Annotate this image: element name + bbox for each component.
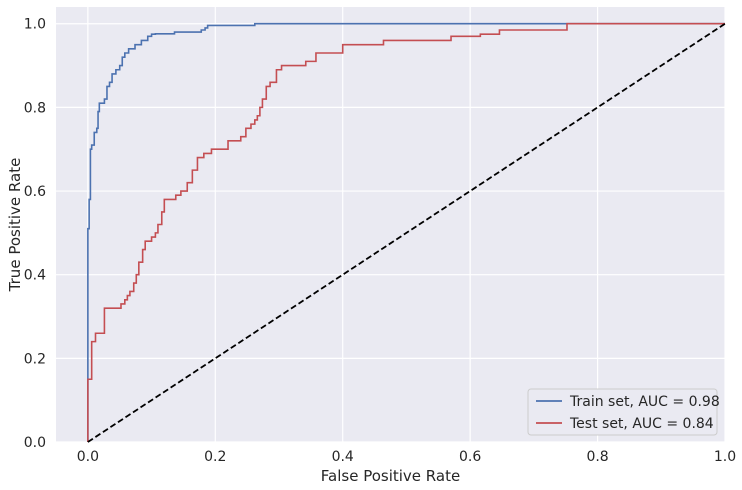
y-tick-label: 1.0 <box>24 17 46 33</box>
legend-label-train: Train set, AUC = 0.98 <box>569 394 720 410</box>
x-tick-label: 1.0 <box>714 449 736 465</box>
x-tick-label: 0.2 <box>204 449 226 465</box>
y-tick-label: 0.6 <box>24 184 46 200</box>
y-tick-label: 0.4 <box>24 268 46 284</box>
legend-box <box>527 388 718 436</box>
train-roc-curve <box>87 22 725 442</box>
grid <box>56 7 726 443</box>
tick-labels: 0.0 0.2 0.4 0.6 0.8 1.0 0.0 0.2 0.4 0.6 0.8 1.0 <box>24 17 736 465</box>
x-tick-label: 0.6 <box>459 449 481 465</box>
series-lines <box>87 22 726 443</box>
x-axis-label: False Positive Rate <box>321 467 460 485</box>
plot-background <box>56 7 725 442</box>
y-tick-label: 0.8 <box>24 100 46 116</box>
x-tick-label: 0.4 <box>332 449 354 465</box>
y-tick-label: 0.0 <box>24 435 46 451</box>
test-roc-curve <box>87 22 725 442</box>
x-tick-label: 0.0 <box>77 449 99 465</box>
legend-label-test: Test set, AUC = 0.84 <box>569 416 714 432</box>
y-tick-label: 0.2 <box>24 351 46 367</box>
legend: Train set, AUC = 0.98 Test set, AUC = 0.… <box>527 388 720 436</box>
x-tick-label: 0.8 <box>586 449 608 465</box>
y-axis-label: True Positive Rate <box>6 158 24 293</box>
chance-diagonal <box>87 22 726 443</box>
